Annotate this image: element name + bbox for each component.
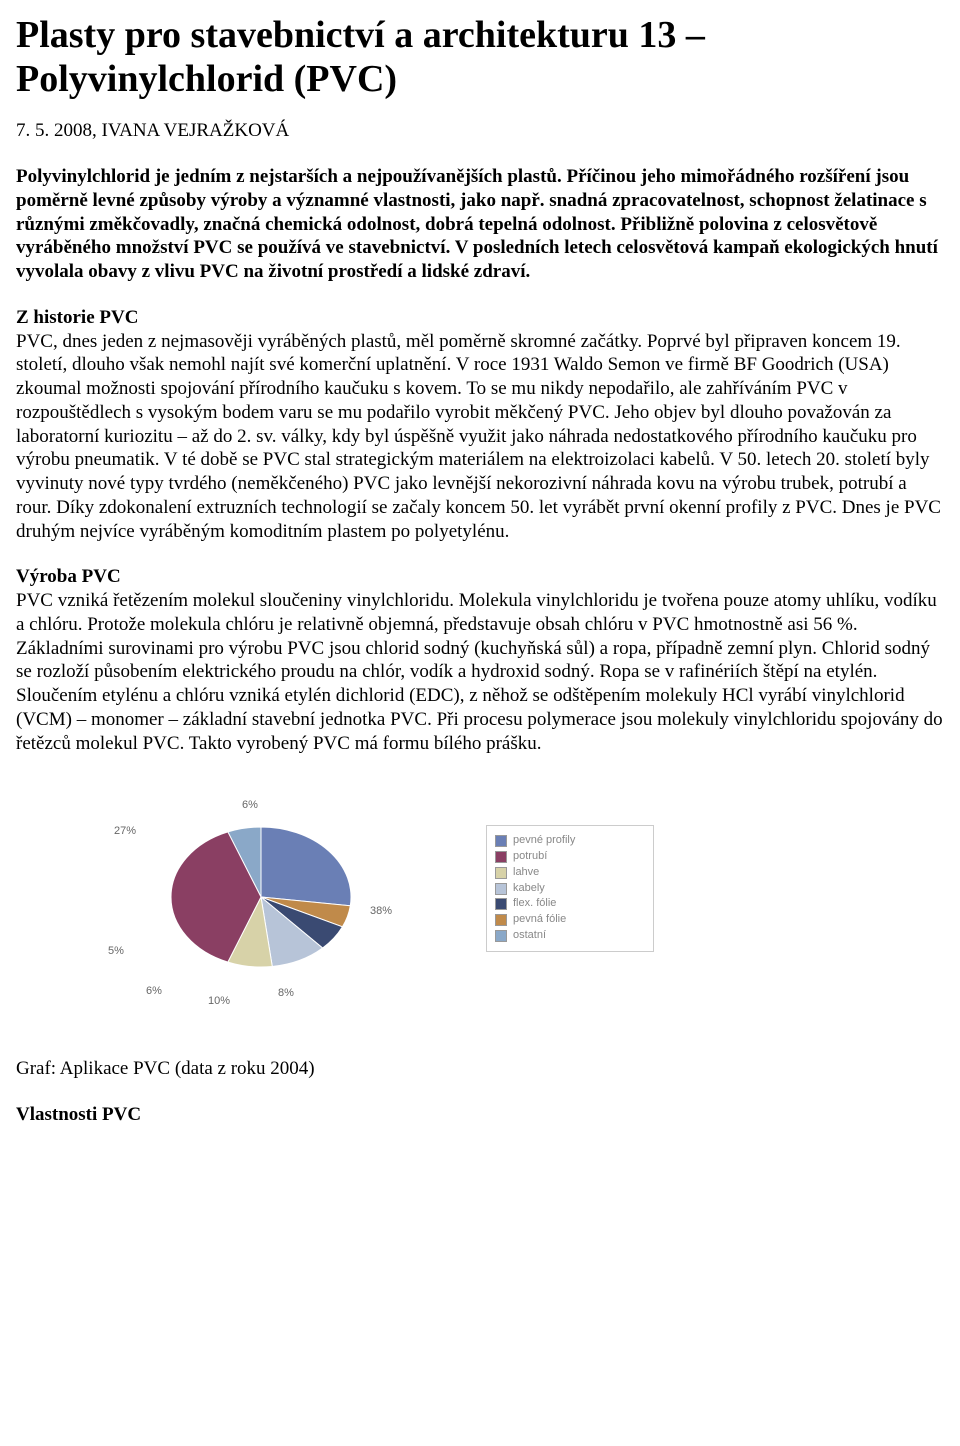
legend-item: potrubí (495, 850, 645, 864)
pie-percent-label: 5% (108, 945, 124, 959)
chart-caption: Graf: Aplikace PVC (data z roku 2004) (16, 1057, 944, 1081)
section-history-body: PVC, dnes jeden z nejmasověji vyráběných… (16, 331, 941, 542)
legend-item: flex. fólie (495, 897, 645, 911)
legend-item: ostatní (495, 929, 645, 943)
legend-label: kabely (513, 882, 545, 896)
section-production: Výroba PVC PVC vzniká řetězením molekul … (16, 565, 944, 755)
pie-percent-label: 6% (146, 985, 162, 999)
pie-container (161, 807, 361, 977)
legend-swatch (495, 883, 507, 895)
chart-legend: pevné profily potrubí lahve kabelyflex. fól… (486, 825, 654, 951)
section-history: Z historie PVC PVC, dnes jeden z nejmaso… (16, 306, 944, 544)
legend-item: lahve (495, 866, 645, 880)
legend-item: kabely (495, 882, 645, 896)
pie-percent-label: 10% (208, 995, 230, 1009)
legend-swatch (495, 898, 507, 910)
section-properties-head: Vlastnosti PVC (16, 1104, 141, 1125)
intro-paragraph: Polyvinylchlorid je jedním z nejstarších… (16, 165, 944, 284)
pie-percent-label: 38% (370, 905, 392, 919)
section-production-body: PVC vzniká řetězením molekul sloučeniny … (16, 590, 943, 754)
pie-percent-label: 27% (114, 825, 136, 839)
legend-swatch (495, 930, 507, 942)
legend-swatch (495, 851, 507, 863)
pie-percent-label: 6% (242, 799, 258, 813)
legend-swatch (495, 914, 507, 926)
legend-item: pevné profily (495, 834, 645, 848)
section-properties: Vlastnosti PVC (16, 1103, 944, 1127)
legend-item: pevná fólie (495, 913, 645, 927)
legend-label: lahve (513, 866, 539, 880)
legend-label: flex. fólie (513, 897, 556, 911)
pie-slice (261, 827, 351, 906)
legend-swatch (495, 867, 507, 879)
legend-label: pevné profily (513, 834, 575, 848)
pvc-pie-chart: pevné profily potrubí lahve kabelyflex. fól… (16, 777, 944, 1027)
legend-label: potrubí (513, 850, 547, 864)
pie-svg (161, 807, 361, 977)
legend-label: pevná fólie (513, 913, 566, 927)
page-title: Plasty pro stavebnictví a architekturu 1… (16, 14, 944, 101)
byline: 7. 5. 2008, IVANA VEJRAŽKOVÁ (16, 119, 944, 143)
legend-swatch (495, 835, 507, 847)
section-production-head: Výroba PVC (16, 566, 121, 587)
legend-label: ostatní (513, 929, 546, 943)
section-history-head: Z historie PVC (16, 307, 138, 328)
pie-percent-label: 8% (278, 987, 294, 1001)
